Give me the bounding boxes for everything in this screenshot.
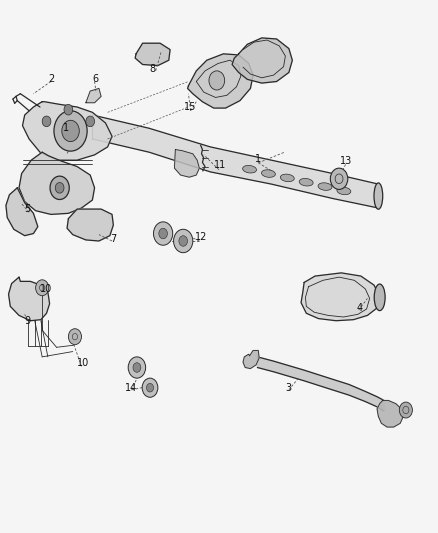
Ellipse shape bbox=[243, 165, 257, 173]
Polygon shape bbox=[9, 277, 49, 321]
Text: 15: 15 bbox=[184, 102, 197, 112]
Text: 14: 14 bbox=[125, 383, 137, 393]
Polygon shape bbox=[6, 188, 38, 236]
Circle shape bbox=[209, 71, 225, 90]
Text: 11: 11 bbox=[214, 160, 226, 171]
Ellipse shape bbox=[299, 179, 313, 186]
Polygon shape bbox=[86, 88, 101, 103]
Polygon shape bbox=[135, 43, 170, 66]
Text: 3: 3 bbox=[285, 383, 291, 393]
Circle shape bbox=[35, 280, 49, 296]
Text: 9: 9 bbox=[25, 316, 31, 326]
Circle shape bbox=[179, 236, 187, 246]
Polygon shape bbox=[377, 400, 403, 427]
Text: 2: 2 bbox=[48, 75, 54, 84]
Ellipse shape bbox=[280, 174, 294, 182]
Ellipse shape bbox=[374, 183, 383, 209]
Ellipse shape bbox=[261, 170, 276, 177]
Circle shape bbox=[153, 222, 173, 245]
Circle shape bbox=[55, 182, 64, 193]
Text: 7: 7 bbox=[110, 234, 117, 244]
Circle shape bbox=[50, 176, 69, 199]
Text: 4: 4 bbox=[357, 303, 363, 313]
Text: 10: 10 bbox=[40, 284, 53, 294]
Polygon shape bbox=[301, 273, 380, 321]
Circle shape bbox=[399, 402, 413, 418]
Text: 12: 12 bbox=[194, 232, 207, 243]
Polygon shape bbox=[67, 209, 113, 241]
Text: 10: 10 bbox=[77, 358, 89, 368]
Polygon shape bbox=[22, 102, 112, 160]
Polygon shape bbox=[174, 150, 199, 177]
Circle shape bbox=[68, 329, 81, 345]
Text: 13: 13 bbox=[340, 156, 353, 166]
Circle shape bbox=[146, 383, 154, 392]
Circle shape bbox=[142, 378, 158, 397]
Ellipse shape bbox=[337, 187, 351, 195]
Polygon shape bbox=[92, 115, 378, 208]
Circle shape bbox=[54, 111, 87, 151]
Text: 1: 1 bbox=[63, 123, 69, 133]
Ellipse shape bbox=[318, 183, 332, 190]
Circle shape bbox=[330, 168, 348, 189]
Text: 5: 5 bbox=[25, 204, 31, 214]
Circle shape bbox=[62, 120, 79, 142]
Circle shape bbox=[42, 116, 51, 127]
Circle shape bbox=[159, 228, 167, 239]
Ellipse shape bbox=[374, 284, 385, 311]
Circle shape bbox=[173, 229, 193, 253]
Text: 8: 8 bbox=[149, 64, 155, 74]
Polygon shape bbox=[232, 38, 292, 83]
Circle shape bbox=[86, 116, 95, 127]
Circle shape bbox=[64, 104, 73, 115]
Polygon shape bbox=[243, 351, 259, 368]
Polygon shape bbox=[19, 152, 95, 214]
Text: 6: 6 bbox=[93, 75, 99, 84]
Circle shape bbox=[133, 363, 141, 372]
Text: 1: 1 bbox=[255, 154, 261, 164]
Circle shape bbox=[128, 357, 146, 378]
Polygon shape bbox=[258, 357, 384, 411]
Polygon shape bbox=[187, 54, 253, 108]
